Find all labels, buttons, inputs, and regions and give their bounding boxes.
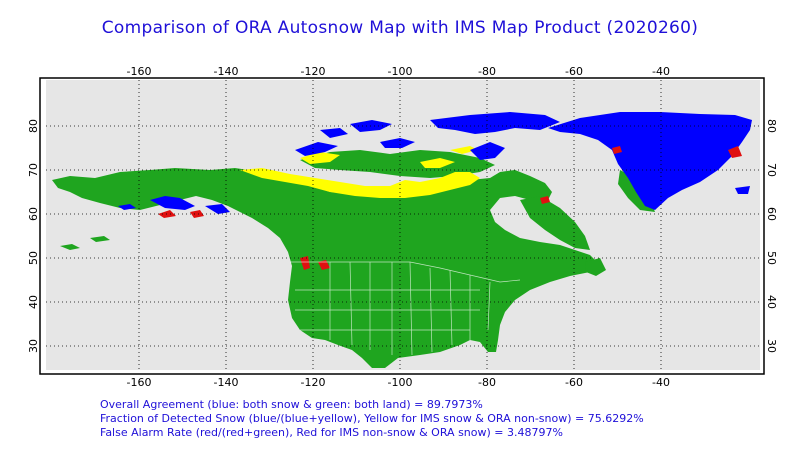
lat-tick-label: 50 bbox=[27, 251, 40, 265]
lon-tick-label: -100 bbox=[388, 65, 413, 78]
false-alarm-rate-text: False Alarm Rate (red/(red+green), Red f… bbox=[100, 426, 563, 439]
lat-tick-label: 80 bbox=[765, 119, 778, 133]
snow-comparison-map: -160 -140 -120 -100 -80 -60 -40 -160 -14… bbox=[27, 65, 778, 389]
lat-tick-label: 40 bbox=[27, 295, 40, 309]
map-title: Comparison of ORA Autosnow Map with IMS … bbox=[101, 18, 699, 38]
labrador-land bbox=[520, 196, 590, 250]
state-lines-west bbox=[329, 261, 433, 356]
yellow-arctic-mainland bbox=[240, 168, 480, 198]
political-boundaries bbox=[290, 261, 521, 356]
lon-tick-label: -40 bbox=[652, 376, 670, 389]
graticule bbox=[46, 80, 760, 370]
lon-tick-label: -140 bbox=[214, 65, 239, 78]
lon-tick-label: -160 bbox=[127, 376, 152, 389]
lon-tick-label: -140 bbox=[214, 376, 239, 389]
lat-tick-label: 30 bbox=[27, 339, 40, 353]
greenland-snow bbox=[548, 112, 752, 210]
lat-tick-label: 60 bbox=[765, 207, 778, 221]
newfoundland-land bbox=[585, 258, 606, 276]
lon-tick-label: -120 bbox=[301, 65, 326, 78]
ims-snow-only-areas bbox=[240, 146, 480, 198]
lat-tick-label: 60 bbox=[27, 207, 40, 221]
lon-tick-label: -80 bbox=[478, 376, 496, 389]
lat-labels-right: 80 70 60 50 40 30 bbox=[765, 119, 778, 353]
statistics-panel: Overall Agreement (blue: both snow & gre… bbox=[100, 398, 644, 440]
lon-tick-label: -40 bbox=[652, 65, 670, 78]
lat-tick-label: 70 bbox=[765, 163, 778, 177]
lat-tick-label: 30 bbox=[765, 339, 778, 353]
arctic-island-snow-2 bbox=[320, 128, 348, 138]
lat-tick-label: 70 bbox=[27, 163, 40, 177]
lon-labels-bottom: -160 -140 -120 -100 -80 -60 -40 bbox=[127, 376, 670, 389]
lat-tick-label: 80 bbox=[27, 119, 40, 133]
lat-tick-label: 40 bbox=[765, 295, 778, 309]
both-snow-areas bbox=[118, 112, 752, 214]
yellow-arctic-islands bbox=[300, 146, 478, 168]
ellesmere-snow bbox=[430, 112, 560, 134]
arctic-island-snow-3 bbox=[295, 142, 338, 156]
overall-agreement-text: Overall Agreement (blue: both snow & gre… bbox=[100, 398, 483, 411]
baffin-snow bbox=[470, 142, 505, 160]
lat-labels-left: 80 70 60 50 40 30 bbox=[27, 119, 40, 353]
red-labrador bbox=[540, 196, 550, 204]
aleutian-land bbox=[60, 236, 110, 250]
lon-tick-label: -100 bbox=[388, 376, 413, 389]
aleutian-snow bbox=[118, 204, 136, 210]
us-canada-border bbox=[290, 261, 521, 283]
lon-tick-label: -120 bbox=[301, 376, 326, 389]
lon-tick-label: -160 bbox=[127, 65, 152, 78]
alaska-snow bbox=[150, 196, 195, 210]
svalbard-edge-snow bbox=[735, 186, 750, 194]
state-lines-horiz bbox=[295, 289, 480, 331]
yukon-snow bbox=[205, 204, 230, 214]
arctic-island-snow-4 bbox=[380, 138, 415, 148]
lon-labels-top: -160 -140 -120 -100 -80 -60 -40 bbox=[127, 65, 670, 78]
lon-tick-label: -60 bbox=[565, 65, 583, 78]
lon-tick-label: -80 bbox=[478, 65, 496, 78]
red-rockies bbox=[300, 256, 330, 270]
detected-snow-fraction-text: Fraction of Detected Snow (blue/(blue+ye… bbox=[100, 412, 644, 425]
lon-tick-label: -60 bbox=[565, 376, 583, 389]
arctic-islands-land bbox=[300, 150, 495, 178]
ora-snow-only-areas bbox=[158, 146, 742, 270]
lat-tick-label: 50 bbox=[765, 251, 778, 265]
red-alaska bbox=[158, 210, 204, 218]
state-lines-east bbox=[449, 269, 491, 346]
